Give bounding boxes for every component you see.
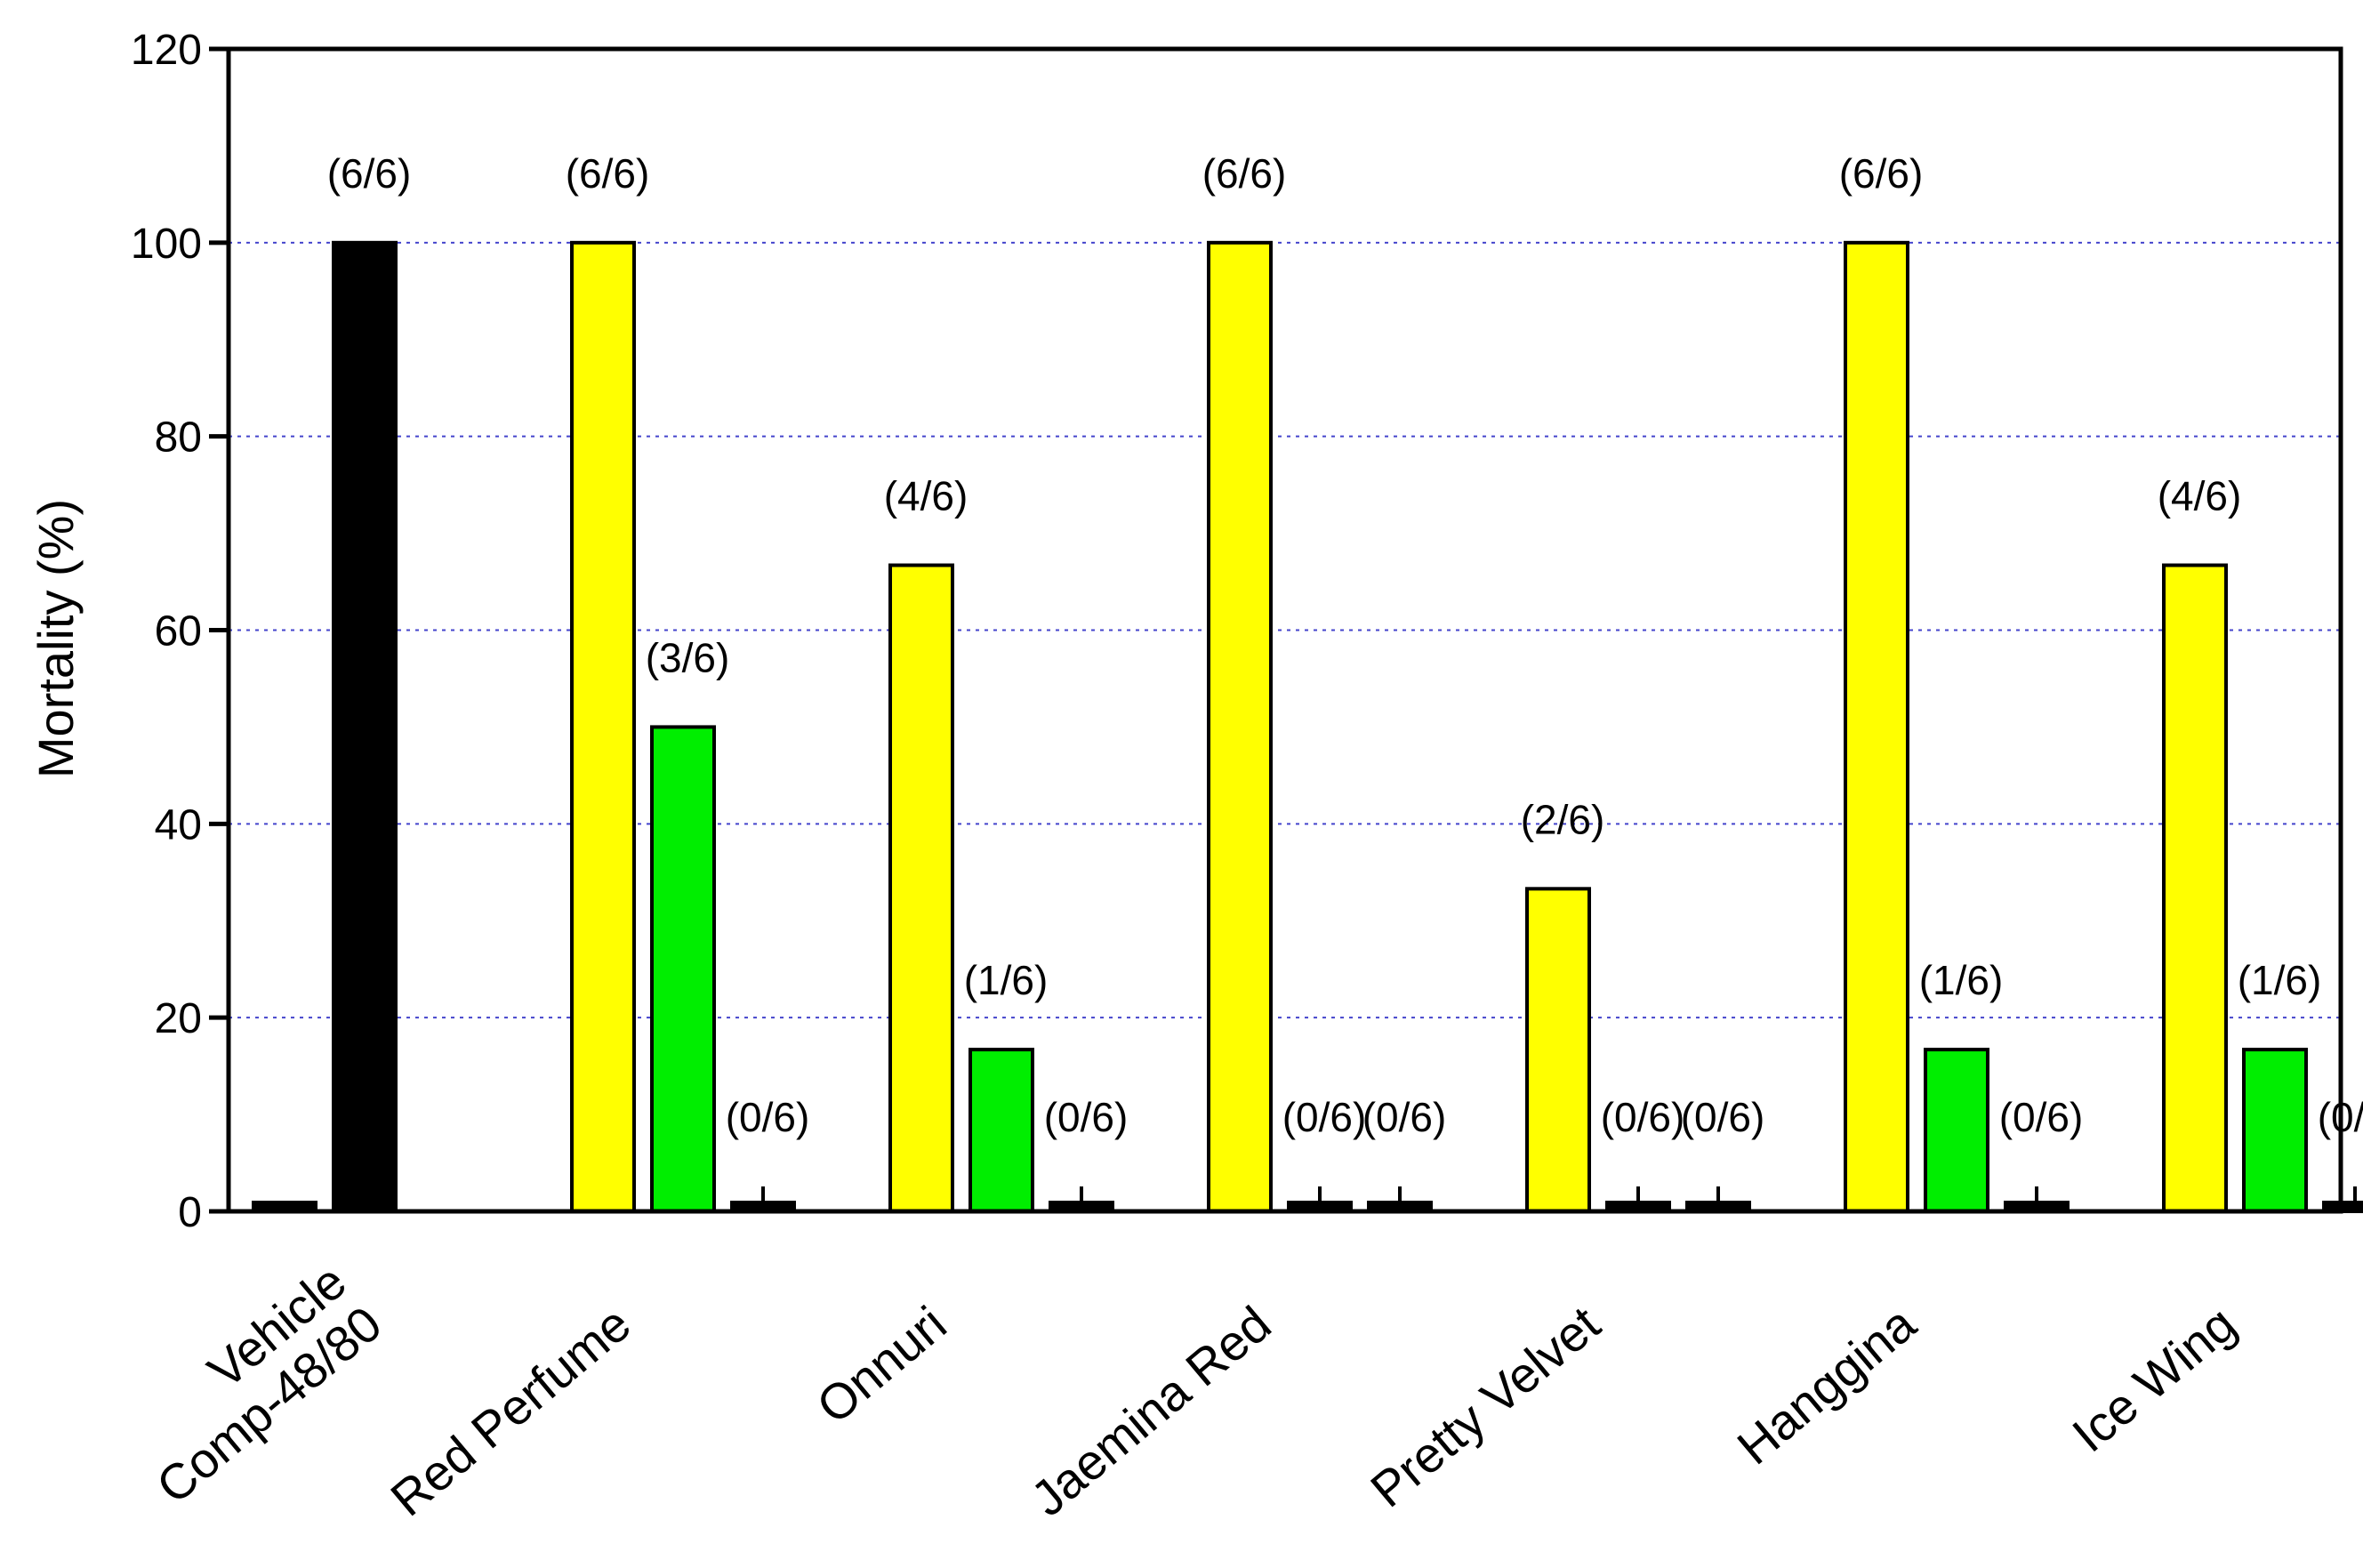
bar-3-1 <box>888 563 954 1213</box>
bar-label-5-2: (0/6) <box>1601 1094 1685 1140</box>
category-label-4: Jaemina Red <box>1020 1295 1281 1526</box>
bar-label-7-2: (1/6) <box>2238 957 2322 1003</box>
bar-5-1 <box>1525 887 1591 1213</box>
bar-label-5-1: (2/6) <box>1521 796 1605 842</box>
bar-label-6-3: (0/6) <box>1999 1094 2084 1140</box>
category-label-5: Pretty Velvet <box>1360 1295 1611 1518</box>
grid-lines <box>229 241 2341 1019</box>
bar-label-3-1: (4/6) <box>884 473 969 519</box>
y-tick-label-40: 40 <box>155 801 202 848</box>
bar-label-2-1: (6/6) <box>566 150 650 197</box>
category-label-line: Jaemina Red <box>1020 1295 1281 1526</box>
y-tick-label-120: 120 <box>131 27 202 74</box>
category-label-7: Ice Wing <box>2062 1295 2246 1462</box>
y-tick-label-0: 0 <box>178 1189 202 1236</box>
category-label-line: Red Perfume <box>380 1295 640 1526</box>
category-label-2: Red Perfume <box>380 1295 640 1526</box>
bar-2-1 <box>570 240 636 1213</box>
y-axis-title: Mortality (%) <box>28 499 84 778</box>
category-label-line: Ice Wing <box>2062 1295 2246 1462</box>
bar-2-2 <box>650 725 716 1213</box>
bar-label-4-1: (6/6) <box>1202 150 1287 197</box>
bar-label-4-3: (0/6) <box>1362 1094 1447 1140</box>
bar-label-2-3: (0/6) <box>726 1094 810 1140</box>
bar-4-1 <box>1207 240 1273 1213</box>
bar-label-6-2: (1/6) <box>1919 957 2004 1003</box>
bar-3-2 <box>969 1048 1034 1213</box>
y-tick-label-60: 60 <box>155 608 202 655</box>
y-tick-label-20: 20 <box>155 995 202 1042</box>
bar-label-4-2: (0/6) <box>1282 1094 1367 1140</box>
bar-label-6-1: (6/6) <box>1839 150 1924 197</box>
y-tick-labels: 0 20 40 60 80 100 120 <box>131 27 202 1236</box>
bar-7-2 <box>2242 1048 2308 1213</box>
category-label-line: Hanggina <box>1726 1295 1926 1476</box>
bar-label-1-2: (6/6) <box>327 150 412 197</box>
bar-1-2 <box>332 240 398 1213</box>
bar-7-1 <box>2162 563 2228 1213</box>
y-tick-label-100: 100 <box>131 221 202 268</box>
category-label-line: Pretty Velvet <box>1360 1295 1611 1518</box>
bar-labels: (6/6) (6/6) (3/6) (0/6) (4/6) (1/6) (0/6) (6/6)… <box>327 150 2363 1140</box>
category-label-3: Onnuri <box>806 1295 956 1434</box>
bar-label-3-2: (1/6) <box>964 957 1049 1003</box>
bar-label-3-3: (0/6) <box>1044 1094 1129 1140</box>
bar-label-2-2: (3/6) <box>646 634 730 680</box>
category-label-6: Hanggina <box>1726 1295 1926 1476</box>
bar-label-7-1: (4/6) <box>2158 473 2242 519</box>
bars <box>252 240 2363 1213</box>
category-label-line: Onnuri <box>806 1295 956 1434</box>
category-label-1: VehicleComp-48/80 <box>110 1253 391 1515</box>
axes <box>209 46 2343 1214</box>
bar-6-1 <box>1844 240 1909 1213</box>
y-tick-label-80: 80 <box>155 414 202 462</box>
bar-label-5-3: (0/6) <box>1681 1094 1765 1140</box>
bar-6-2 <box>1924 1048 1989 1213</box>
plot-frame <box>226 46 2343 1214</box>
